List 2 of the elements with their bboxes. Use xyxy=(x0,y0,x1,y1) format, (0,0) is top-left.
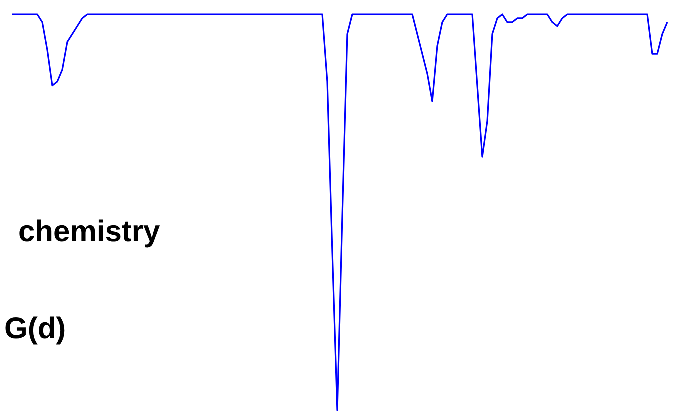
annotation: G(d) xyxy=(4,312,66,346)
annotation: chemistry xyxy=(18,216,161,248)
